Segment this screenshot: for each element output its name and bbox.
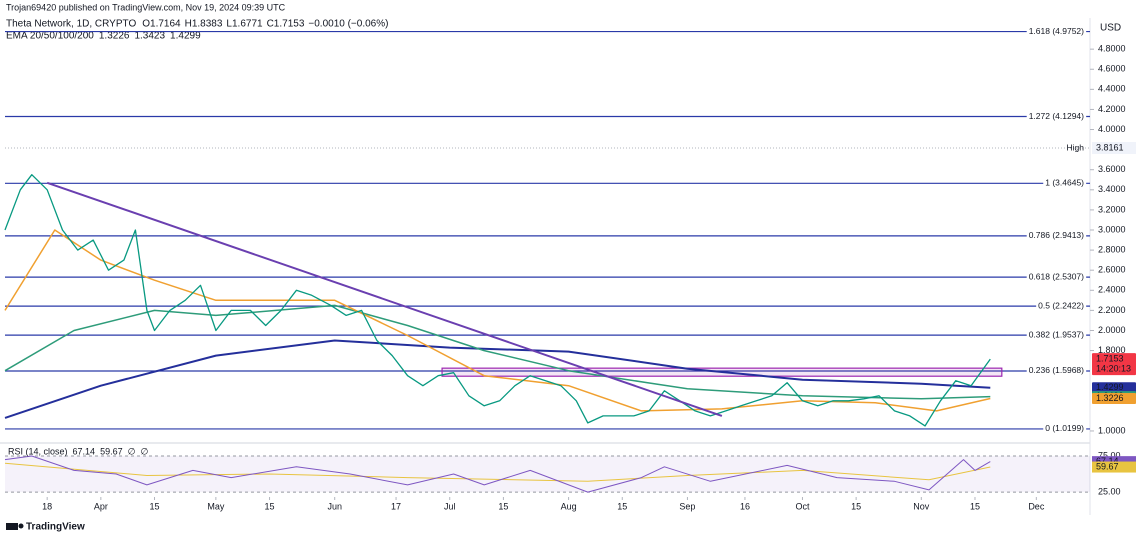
ema-value: 1.4299 [170,31,201,42]
y-tick-label: 3.6000 [1098,164,1126,174]
y-tick-label: 3.0000 [1098,224,1126,234]
fib-label: 0 (1.0199) [1045,423,1084,433]
x-tick-label: Dec [1028,501,1045,511]
price-badge [1092,353,1136,376]
header-text: −0.0010 (−0.06%) [308,19,388,30]
y-tick-label: 2.8000 [1098,244,1126,254]
currency: USD [1100,23,1121,34]
ema-line [4,304,991,400]
x-tick-label: 15 [617,501,627,511]
y-tick-label: 4.6000 [1098,64,1126,74]
rsi-badge-value: 59.67 [1096,461,1119,471]
fib-label: 1 (3.4645) [1045,178,1084,188]
trendline [46,181,723,417]
rsi-badge [1092,461,1136,473]
header-text: Theta Network, 1D, CRYPTO [6,19,136,30]
ema-label: EMA 20/50/100/200 [6,31,94,42]
x-tick-label: 18 [42,501,52,511]
x-tick-label: May [207,501,225,511]
y-tick-label: 3.4000 [1098,184,1126,194]
fib-label-bg [1026,329,1087,340]
ema-value: 1.3226 [99,31,130,42]
high-value: 3.8161 [1096,142,1124,152]
y-tick-label: 2.2000 [1098,305,1126,315]
ema-line [4,229,991,412]
header-text: C1.7153 [267,19,305,30]
rsi-ma [4,462,991,482]
fib-label: 0.382 (1.9537) [1029,329,1084,339]
x-tick-label: Oct [795,501,810,511]
rsi-tick-label: 25.00 [1098,486,1121,496]
rsi-tick-label: 75.00 [1098,450,1121,460]
ema-line [4,339,991,419]
price-badge-value: 1.4299 [1096,382,1124,392]
publisher: Trojan69420 published on TradingView.com… [6,2,286,12]
x-tick-label: 17 [391,501,401,511]
x-tick-label: Aug [561,501,577,511]
fib-label: 0.5 (2.2422) [1038,300,1084,310]
rsi-header-value: 59.67 [100,446,123,456]
fib-label: 0.786 (2.9413) [1029,230,1084,240]
y-tick-label: 2.0000 [1098,325,1126,335]
fib-label-bg [1026,271,1087,282]
y-tick-label: 4.4000 [1098,84,1126,94]
footer-brand: TradingView [26,522,85,533]
high-badge [1092,142,1136,155]
ema-value: 1.3423 [134,31,165,42]
y-tick-label: 2.4000 [1098,285,1126,295]
y-tick-label: 1.0000 [1098,425,1126,435]
high-label: High [1067,142,1085,152]
x-tick-label: 15 [970,501,980,511]
rsi-header-value: 67.14 [73,446,96,456]
fib-label: 0.618 (2.5307) [1029,271,1084,281]
price-badge [1092,382,1136,394]
y-tick-label: 1.8000 [1098,345,1126,355]
fib-label-bg [1026,230,1087,241]
fib-label-bg [1026,25,1087,36]
rsi-title: RSI (14, close) [8,446,68,456]
rsi-header-value: ∅ [140,446,148,456]
fib-label-bg [1036,300,1087,311]
rsi-band [5,455,1090,493]
x-tick-label: 15 [498,501,508,511]
x-tick-label: 16 [740,501,750,511]
x-tick-label: 15 [265,501,275,511]
price-line [4,174,991,427]
fib-label: 1.272 (4.1294) [1029,111,1084,121]
x-tick-label: Apr [94,501,108,511]
rsi-header-value: ∅ [128,446,136,456]
fib-label-bg [1043,423,1087,434]
x-tick-label: Nov [913,501,930,511]
y-tick-label: 2.6000 [1098,265,1126,275]
fib-label-bg [1026,110,1087,121]
x-tick-label: Jun [327,501,342,511]
fib-label: 1.618 (4.9752) [1029,26,1084,36]
x-tick-label: 15 [150,501,160,511]
symbol-header: Theta Network, 1D, CRYPTO O1.7164 H1.8383 L… [6,19,388,42]
header-text: H1.8383 [185,19,223,30]
y-tick-label: 4.8000 [1098,44,1126,54]
logo [6,523,24,530]
x-tick-label: 15 [851,501,861,511]
price-badge-value: 1.7153 [1096,353,1124,363]
y-tick-label: 3.2000 [1098,204,1126,214]
fib-label: 0.236 (1.5968) [1029,365,1084,375]
x-tick-label: Sep [679,501,695,511]
x-tick-label: Jul [444,501,456,511]
y-tick-label: 4.0000 [1098,124,1126,134]
rsi-badge-value: 67.14 [1096,456,1119,466]
price-badge-value: 1.3226 [1096,393,1124,403]
price-badge [1092,393,1136,405]
rsi-line [4,455,991,493]
countdown: 14:20:13 [1096,363,1131,373]
header-text: L1.6771 [226,19,263,30]
header-text: O1.7164 [142,19,181,30]
fib-label-bg [1026,365,1087,376]
fib-label-bg [1043,177,1087,188]
y-tick-label: 4.2000 [1098,104,1126,114]
